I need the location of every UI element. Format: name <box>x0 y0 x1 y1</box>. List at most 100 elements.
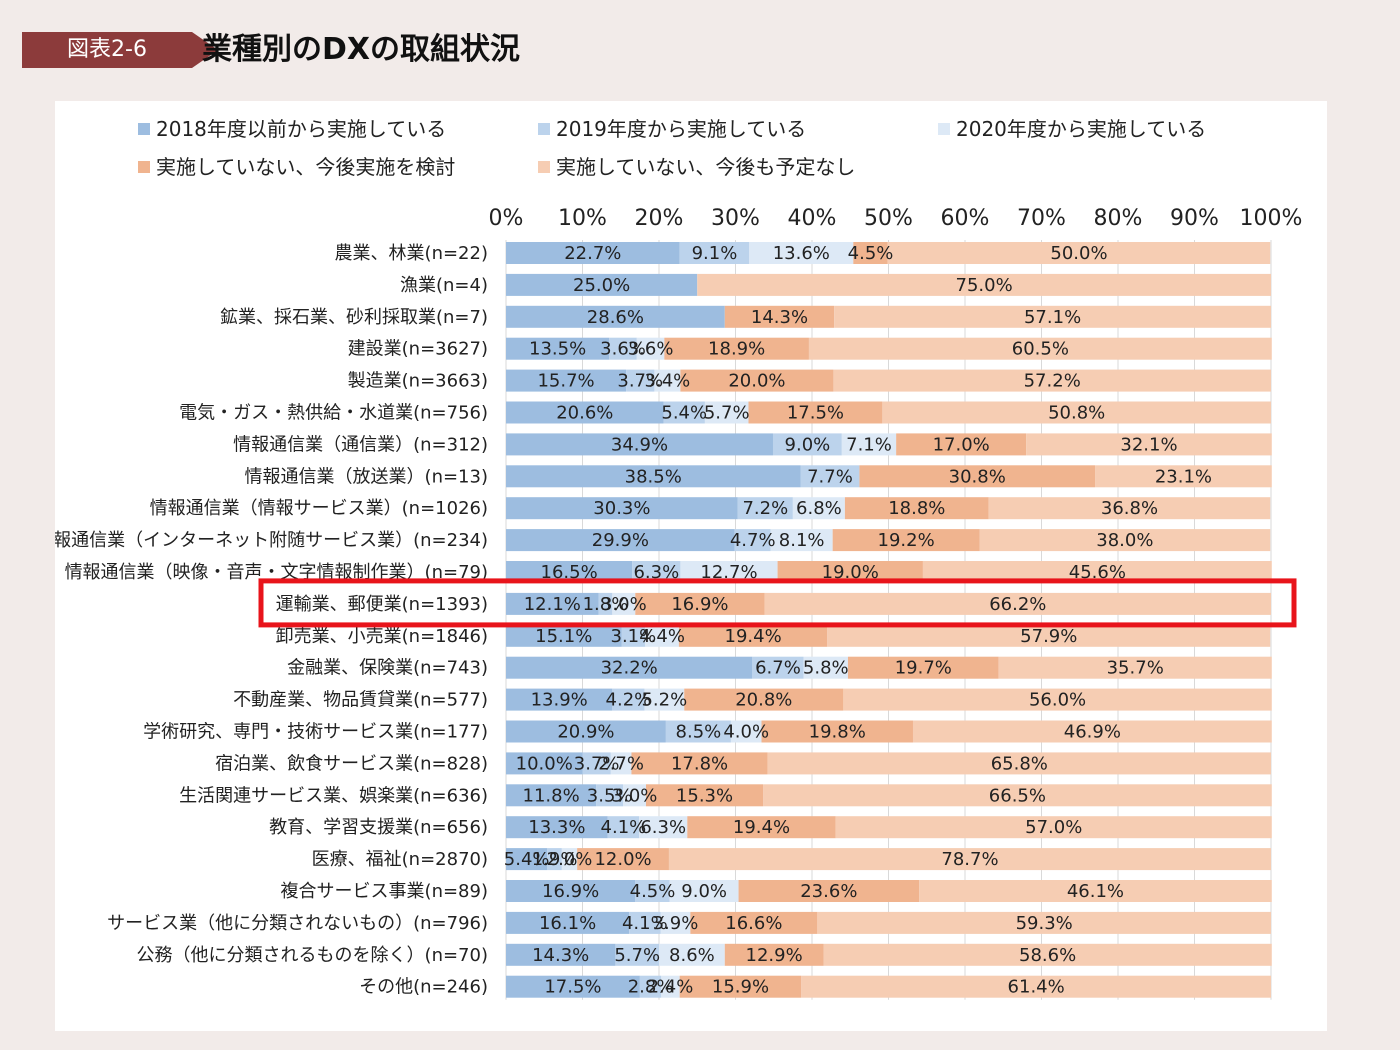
data-label: 5.4% <box>661 403 707 424</box>
bar-segment <box>636 337 665 360</box>
figure-header: 図表2-6 業種別のDXの取組状況 <box>22 28 922 72</box>
bar-segment <box>645 624 679 647</box>
data-label: 60.5% <box>1012 339 1069 360</box>
data-label: 20.9% <box>557 722 614 743</box>
bar-segment <box>629 911 661 934</box>
bar-segment <box>506 305 725 328</box>
bar-segment <box>598 592 613 615</box>
bar-segment <box>506 369 627 392</box>
data-label: 3.0% <box>601 594 647 615</box>
bar-segment <box>668 848 1271 871</box>
highlight-layer <box>258 578 1297 628</box>
bar-segment <box>644 688 685 711</box>
bar-segment <box>621 624 646 647</box>
category-label: 複合サービス事業(n=89) <box>281 881 488 902</box>
data-label: 17.5% <box>544 977 601 998</box>
bar-segment <box>635 592 765 615</box>
category-label: 電気・ガス・熱供給・水道業(n=756) <box>179 403 488 424</box>
bar-segment <box>506 337 610 360</box>
category-label: 情報通信業（情報サービス業）(n=1026) <box>150 498 488 519</box>
bar-segment <box>764 592 1271 615</box>
data-label: 4.5% <box>630 881 676 902</box>
highlight-box <box>258 578 1297 628</box>
category-label: その他(n=246) <box>359 977 488 998</box>
bar-segment <box>596 784 624 807</box>
data-label: 4.1% <box>601 817 647 838</box>
data-label: 18.8% <box>888 498 945 519</box>
bar-segment <box>635 880 670 902</box>
bar-segment <box>663 401 705 424</box>
data-label: 14.3% <box>751 307 808 328</box>
data-label: 16.9% <box>671 594 728 615</box>
data-label: 12.0% <box>594 849 651 870</box>
bar-segment <box>623 784 646 807</box>
bar-segment <box>582 752 611 775</box>
bar-segment <box>979 529 1271 552</box>
data-label: 16.9% <box>542 881 599 902</box>
bar-segment <box>844 497 989 520</box>
data-label: 7.2% <box>742 498 788 519</box>
data-label: 38.5% <box>625 466 682 487</box>
category-label: 学術研究、専門・技術サービス業(n=177) <box>143 722 488 743</box>
data-label: 23.1% <box>1155 466 1212 487</box>
data-label: 50.0% <box>1050 243 1107 264</box>
data-label: 8.5% <box>676 722 722 743</box>
data-label: 57.9% <box>1020 626 1077 647</box>
data-label: 12.1% <box>524 594 581 615</box>
bar-segment <box>639 816 688 839</box>
bar-segment <box>506 273 698 296</box>
figure-title: 業種別のDXの取組状況 <box>202 32 521 67</box>
legend-swatch <box>538 123 550 135</box>
bar-segment <box>547 848 562 871</box>
data-label: 46.9% <box>1064 722 1121 743</box>
bar-segment <box>763 784 1272 807</box>
legend-entry: 実施していない、今後も予定なし <box>556 155 855 179</box>
bar-segment <box>687 816 836 839</box>
data-label: 3.4% <box>645 371 691 392</box>
category-label: 漁業(n=4) <box>400 275 488 296</box>
bar-segment <box>631 752 768 775</box>
bar-segment <box>506 529 735 552</box>
category-label: 製造業(n=3663) <box>348 371 488 392</box>
bar-segment <box>678 624 828 647</box>
data-label: 66.2% <box>989 594 1046 615</box>
category-label: 卸売業、小売業(n=1846) <box>276 626 488 647</box>
bar-segment <box>998 656 1272 679</box>
data-label: 4.4% <box>639 626 685 647</box>
bar-segment <box>669 880 739 902</box>
bar-segment <box>612 688 645 711</box>
bar-segment <box>660 911 691 934</box>
bar-segment <box>724 943 824 966</box>
data-label: 12.9% <box>746 945 803 966</box>
bar-segment <box>506 911 630 934</box>
data-label: 2.4% <box>648 977 694 998</box>
x-tick-label: 50% <box>864 206 913 231</box>
data-label: 75.0% <box>956 275 1013 296</box>
bar-segment <box>561 848 578 871</box>
data-label: 35.7% <box>1107 658 1164 679</box>
legend-swatch <box>138 123 150 135</box>
bar-segment <box>506 784 597 807</box>
data-label: 14.3% <box>532 945 589 966</box>
data-label: 12.7% <box>700 562 757 583</box>
data-label: 16.6% <box>725 913 782 934</box>
data-label: 3.6% <box>628 339 674 360</box>
bar-segment <box>506 816 608 839</box>
data-label: 36.8% <box>1101 498 1158 519</box>
x-tick-label: 100% <box>1240 206 1303 231</box>
data-label: 16.5% <box>541 562 598 583</box>
bar-segment <box>847 656 999 679</box>
bar-segment <box>639 975 662 998</box>
x-tick-label: 0% <box>489 206 524 231</box>
legend-entry: 実施していない、今後実施を検討 <box>156 155 455 179</box>
bar-segment <box>737 497 793 520</box>
bar-segment <box>577 848 669 871</box>
data-label: 13.3% <box>528 817 585 838</box>
data-label: 30.8% <box>949 466 1006 487</box>
data-label: 78.7% <box>941 849 998 870</box>
data-label: 3.7% <box>574 753 620 774</box>
data-label: 32.1% <box>1120 434 1177 455</box>
bar-segment <box>803 656 848 679</box>
bar-segment <box>752 656 804 679</box>
bar-segment <box>738 880 920 902</box>
